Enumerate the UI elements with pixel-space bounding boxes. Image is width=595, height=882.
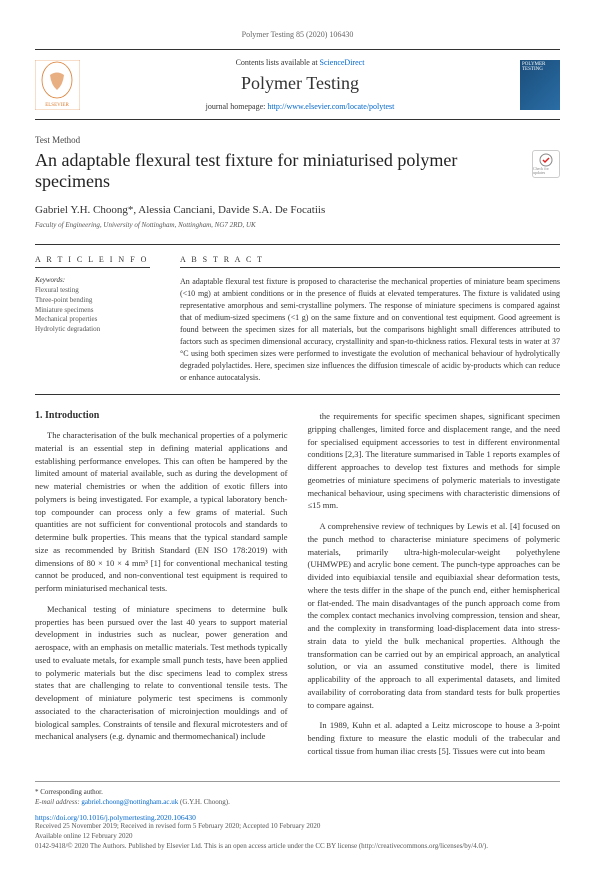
- keywords-label: Keywords:: [35, 276, 150, 284]
- sciencedirect-link[interactable]: ScienceDirect: [320, 58, 365, 67]
- homepage-prefix: journal homepage:: [206, 102, 268, 111]
- elsevier-logo: ELSEVIER: [35, 60, 80, 110]
- body-paragraph: A comprehensive review of techniques by …: [308, 520, 561, 711]
- homepage-link[interactable]: http://www.elsevier.com/locate/polytest: [267, 102, 394, 111]
- article-title: An adaptable flexural test fixture for m…: [35, 150, 522, 192]
- body-paragraph: The characterisation of the bulk mechani…: [35, 429, 288, 595]
- contents-line: Contents lists available at ScienceDirec…: [90, 58, 510, 67]
- cover-text: POLYMER TESTING: [520, 60, 560, 74]
- email-label: E-mail address:: [35, 798, 81, 806]
- homepage-line: journal homepage: http://www.elsevier.co…: [90, 102, 510, 111]
- article-type: Test Method: [35, 135, 560, 145]
- intro-heading: 1. Introduction: [35, 410, 288, 421]
- email-line: E-mail address: gabriel.choong@nottingha…: [35, 798, 560, 808]
- authors: Gabriel Y.H. Choong*, Alessia Canciani, …: [35, 204, 560, 216]
- check-icon: [539, 153, 553, 167]
- keyword: Miniature specimens: [35, 306, 150, 316]
- email-suffix: (G.Y.H. Choong).: [178, 798, 230, 806]
- copyright-line: 0142-9418/© 2020 The Authors. Published …: [35, 842, 560, 852]
- abstract-label: A B S T R A C T: [180, 255, 560, 268]
- journal-header: ELSEVIER Contents lists available at Sci…: [35, 49, 560, 120]
- header-citation: Polymer Testing 85 (2020) 106430: [35, 30, 560, 39]
- keyword: Three-point bending: [35, 296, 150, 306]
- check-updates-badge[interactable]: Check for updates: [532, 150, 560, 178]
- affiliation: Faculty of Engineering, University of No…: [35, 221, 560, 229]
- author-email-link[interactable]: gabriel.choong@nottingham.ac.uk: [81, 798, 178, 806]
- body-paragraph: Mechanical testing of miniature specimen…: [35, 603, 288, 743]
- keyword: Mechanical properties: [35, 315, 150, 325]
- abstract-text: An adaptable flexural test fixture is pr…: [180, 276, 560, 384]
- journal-cover-thumb: POLYMER TESTING: [520, 60, 560, 110]
- keyword: Hydrolytic degradation: [35, 325, 150, 335]
- check-badge-text: Check for updates: [533, 167, 559, 175]
- available-line: Available online 12 February 2020: [35, 832, 560, 842]
- article-info-label: A R T I C L E I N F O: [35, 255, 150, 268]
- journal-name: Polymer Testing: [90, 73, 510, 94]
- body-paragraph: the requirements for specific specimen s…: [308, 410, 561, 512]
- doi-link[interactable]: https://doi.org/10.1016/j.polymertesting…: [35, 813, 560, 822]
- svg-text:ELSEVIER: ELSEVIER: [45, 103, 69, 108]
- keyword: Flexural testing: [35, 286, 150, 296]
- corresponding-author: * Corresponding author.: [35, 788, 560, 796]
- contents-prefix: Contents lists available at: [236, 58, 320, 67]
- received-line: Received 25 November 2019; Received in r…: [35, 822, 560, 832]
- body-paragraph: In 1989, Kuhn et al. adapted a Leitz mic…: [308, 719, 561, 757]
